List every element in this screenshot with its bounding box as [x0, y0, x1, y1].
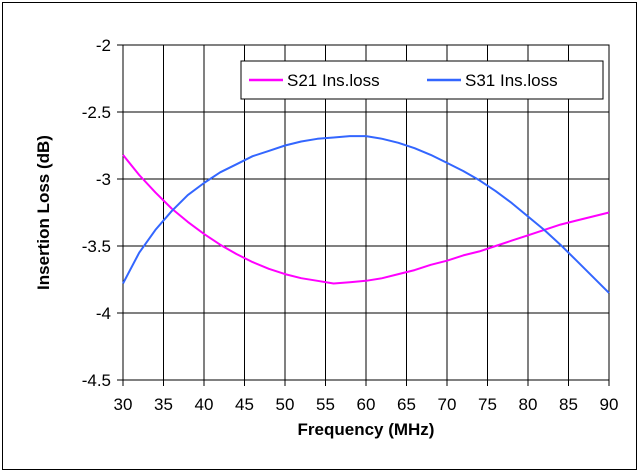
y-axis-title: Insertion Loss (dB) — [34, 135, 53, 290]
y-tick-label: -3 — [96, 170, 111, 189]
legend-box — [240, 60, 604, 100]
x-tick-label: 65 — [397, 395, 416, 414]
legend: S21 Ins.loss S31 Ins.loss — [240, 60, 604, 100]
x-tick-label: 45 — [235, 395, 254, 414]
chart-frame: -2 -2.5 -3 -3.5 -4 -4.5 30 35 40 45 50 55 60 65 70 75 8… — [2, 2, 637, 470]
chart: -2 -2.5 -3 -3.5 -4 -4.5 30 35 40 45 50 55 60 65 70 75 8… — [34, 36, 619, 439]
grid — [123, 45, 609, 380]
x-tick-labels: 30 35 40 45 50 55 60 65 70 75 80 85 90 — [114, 380, 619, 414]
y-tick-labels: -2 -2.5 -3 -3.5 -4 -4.5 — [82, 36, 123, 390]
x-tick-label: 35 — [154, 395, 173, 414]
x-axis-title: Frequency (MHz) — [298, 420, 435, 439]
x-tick-label: 55 — [316, 395, 335, 414]
legend-label-1: S21 Ins.loss — [287, 71, 380, 90]
x-tick-label: 85 — [559, 395, 578, 414]
legend-label-2: S31 Ins.loss — [465, 71, 558, 90]
x-tick-label: 40 — [195, 395, 214, 414]
series-line-2 — [122, 135, 610, 294]
x-tick-label: 60 — [357, 395, 376, 414]
x-tick-label: 70 — [438, 395, 457, 414]
x-tick-label: 90 — [600, 395, 619, 414]
y-tick-label: -3.5 — [82, 237, 111, 256]
x-tick-label: 80 — [519, 395, 538, 414]
x-tick-label: 50 — [276, 395, 295, 414]
y-tick-label: -2.5 — [82, 103, 111, 122]
y-tick-label: -2 — [96, 36, 111, 55]
series-layer — [122, 135, 610, 294]
y-tick-label: -4 — [96, 304, 111, 323]
x-tick-label: 75 — [478, 395, 497, 414]
x-tick-label: 30 — [114, 395, 133, 414]
y-tick-label: -4.5 — [82, 371, 111, 390]
series-line-1 — [122, 154, 610, 285]
